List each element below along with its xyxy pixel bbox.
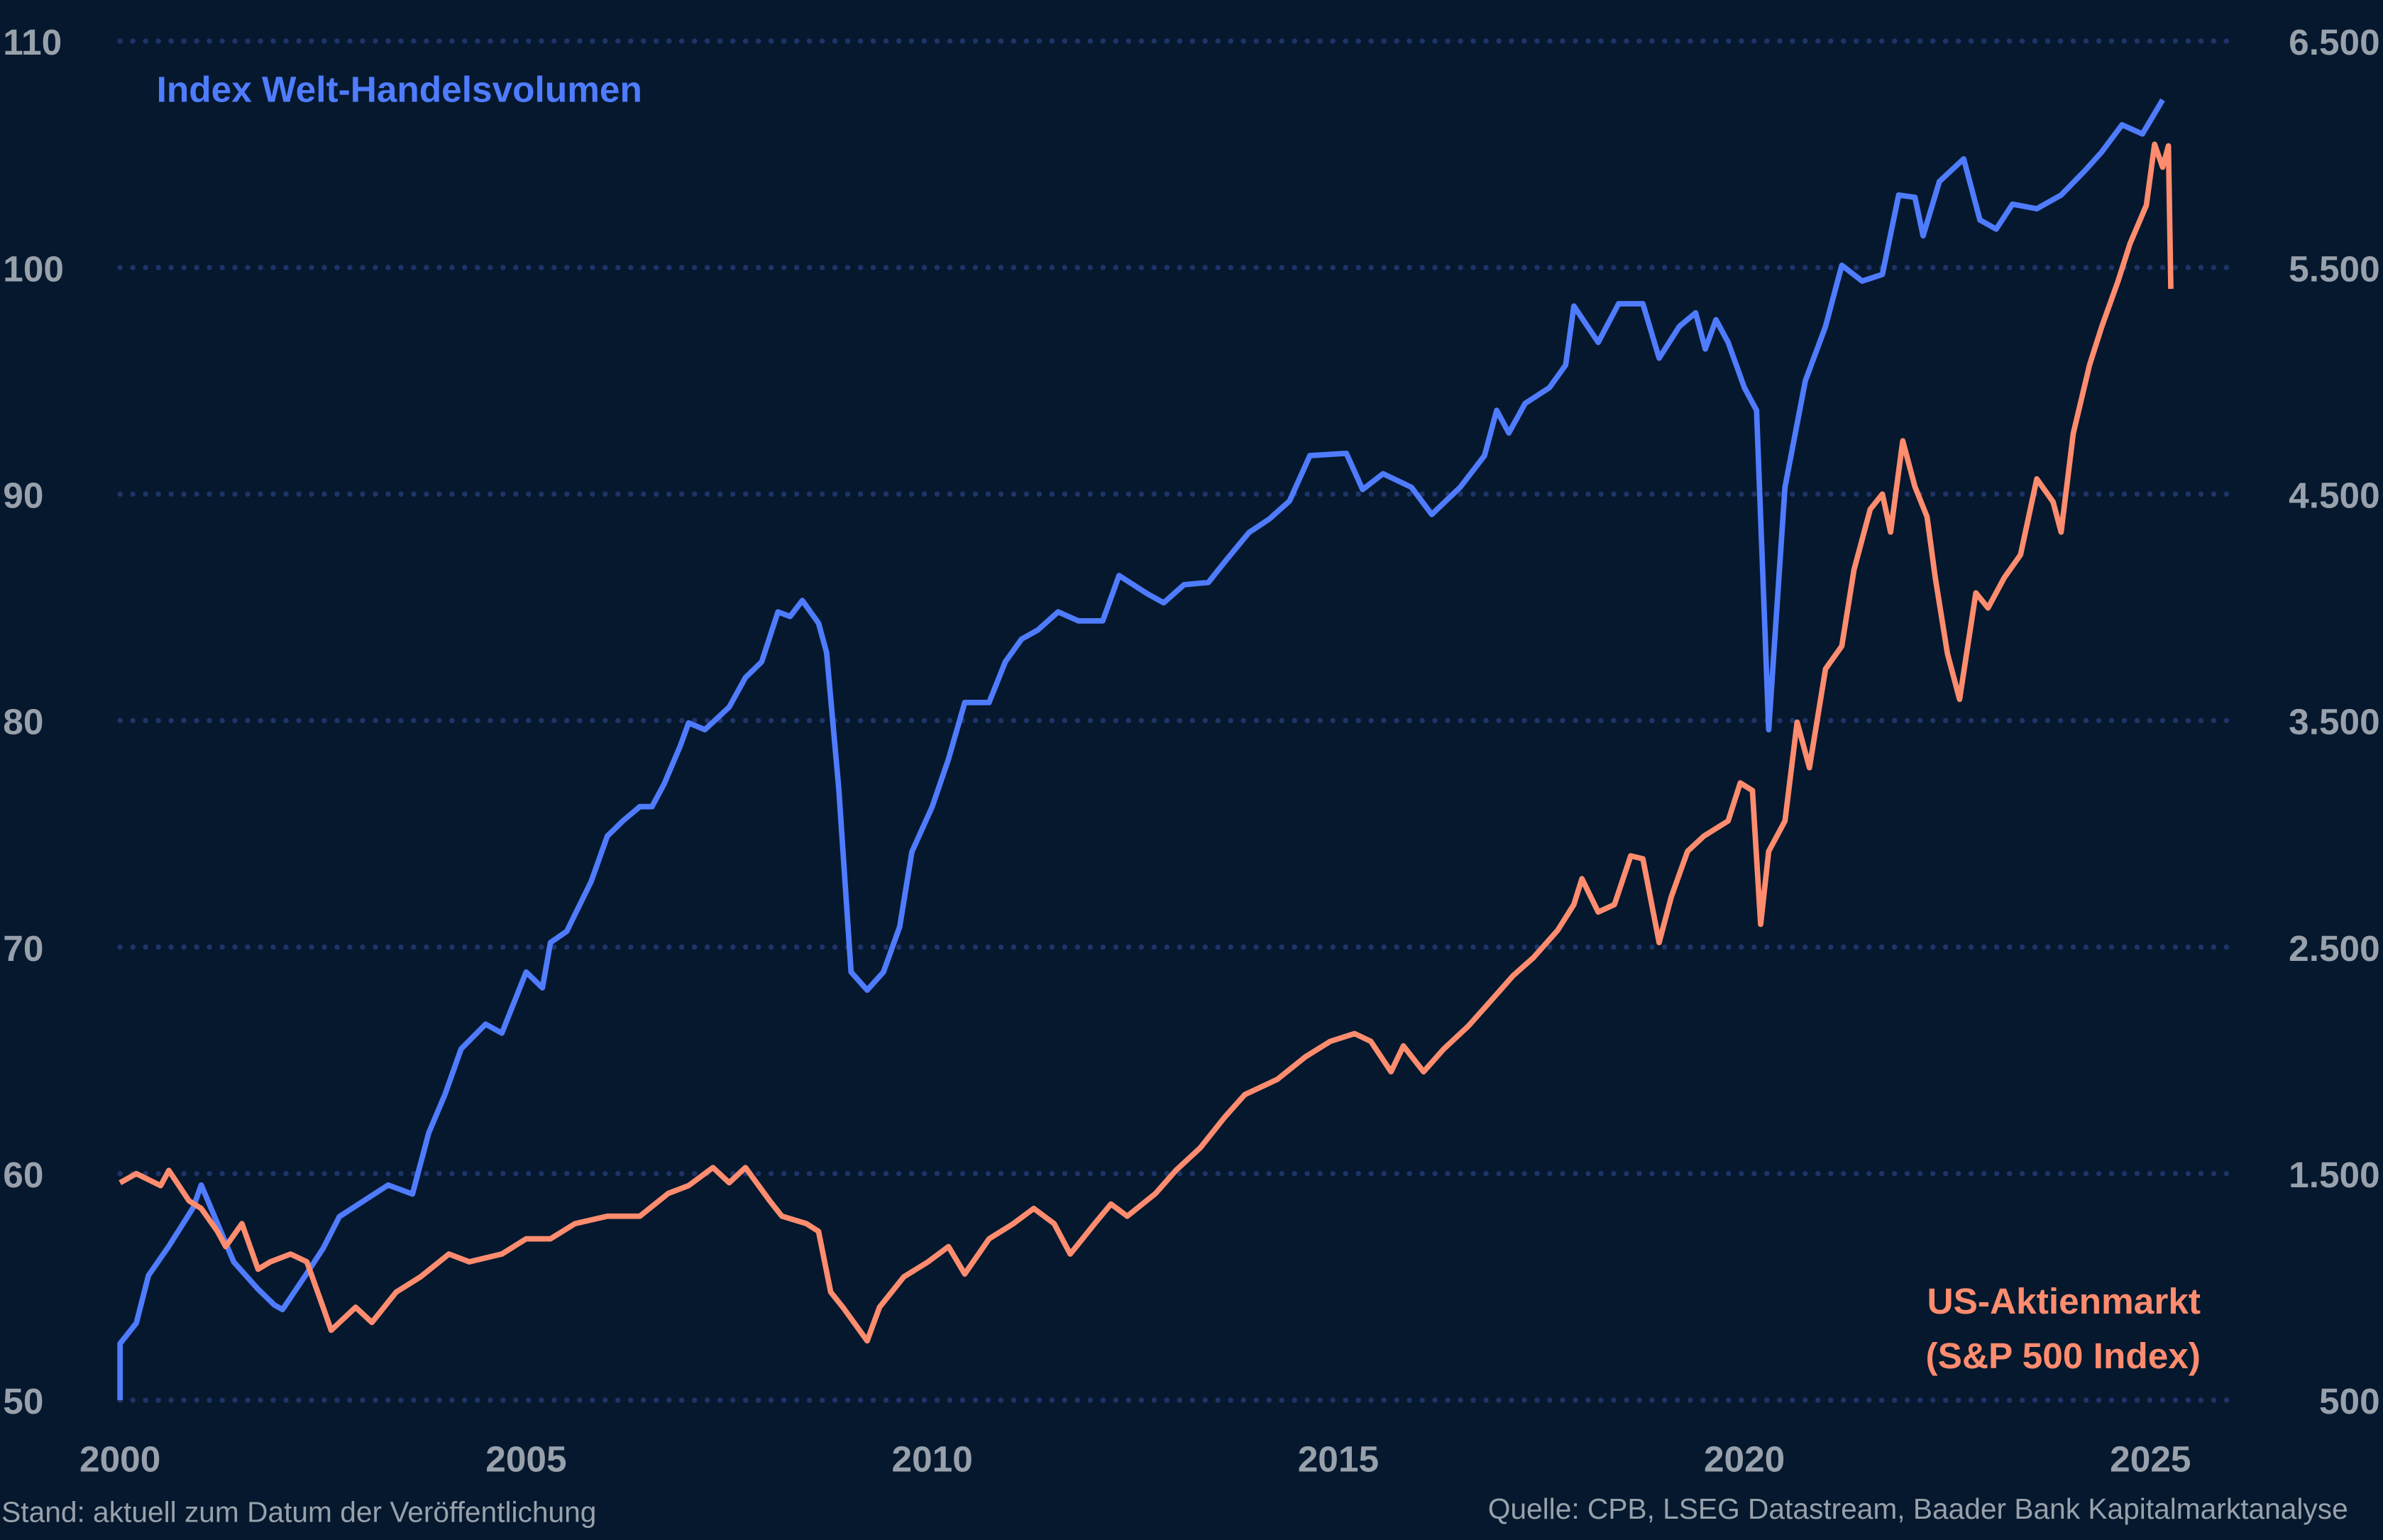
left-y-tick-label: 90 xyxy=(3,474,43,515)
right-y-tick-label: 2.500 xyxy=(2289,928,2380,969)
right-y-tick-label: 3.500 xyxy=(2289,701,2380,742)
x-tick-label: 2015 xyxy=(1298,1439,1379,1480)
x-tick-label: 2025 xyxy=(2110,1439,2191,1480)
left-y-axis-ticks: 50 60 70 80 90 100 110 xyxy=(3,21,64,1421)
legend-label-sp500-line1: US-Aktienmarkt xyxy=(1927,1280,2201,1321)
footer-date-note: Stand: aktuell zum Datum der Veröffentli… xyxy=(1,1495,596,1528)
series-lines xyxy=(117,98,2174,1400)
left-y-tick-label: 100 xyxy=(3,248,64,289)
x-tick-label: 2020 xyxy=(1704,1439,1785,1480)
left-y-tick-label: 70 xyxy=(3,928,43,969)
left-y-tick-label: 50 xyxy=(3,1380,43,1421)
legend-label-world-trade: Index Welt-Handelsvolumen xyxy=(157,69,642,110)
x-axis-ticks: 2000 2005 2010 2015 2020 2025 xyxy=(79,1439,2191,1480)
x-tick-label: 2000 xyxy=(79,1439,160,1480)
left-y-tick-label: 60 xyxy=(3,1154,43,1195)
x-tick-label: 2005 xyxy=(485,1439,566,1480)
right-y-tick-label: 6.500 xyxy=(2289,21,2380,62)
footer-source: Quelle: CPB, LSEG Datastream, Baader Ban… xyxy=(1488,1492,2348,1525)
x-tick-label: 2010 xyxy=(891,1439,972,1480)
series-line-sp500 xyxy=(119,141,2174,1344)
legend-label-sp500-line2: (S&P 500 Index) xyxy=(1926,1335,2201,1376)
left-y-tick-label: 80 xyxy=(3,701,43,742)
right-y-axis-ticks: 500 1.500 2.500 3.500 4.500 5.500 6.500 xyxy=(2289,21,2380,1421)
left-y-tick-label: 110 xyxy=(3,21,62,62)
right-y-tick-label: 4.500 xyxy=(2289,474,2380,515)
right-y-tick-label: 500 xyxy=(2319,1380,2380,1421)
right-y-tick-label: 5.500 xyxy=(2289,248,2380,289)
series-line-world-trade xyxy=(117,98,2165,1400)
right-y-tick-label: 1.500 xyxy=(2289,1154,2380,1195)
